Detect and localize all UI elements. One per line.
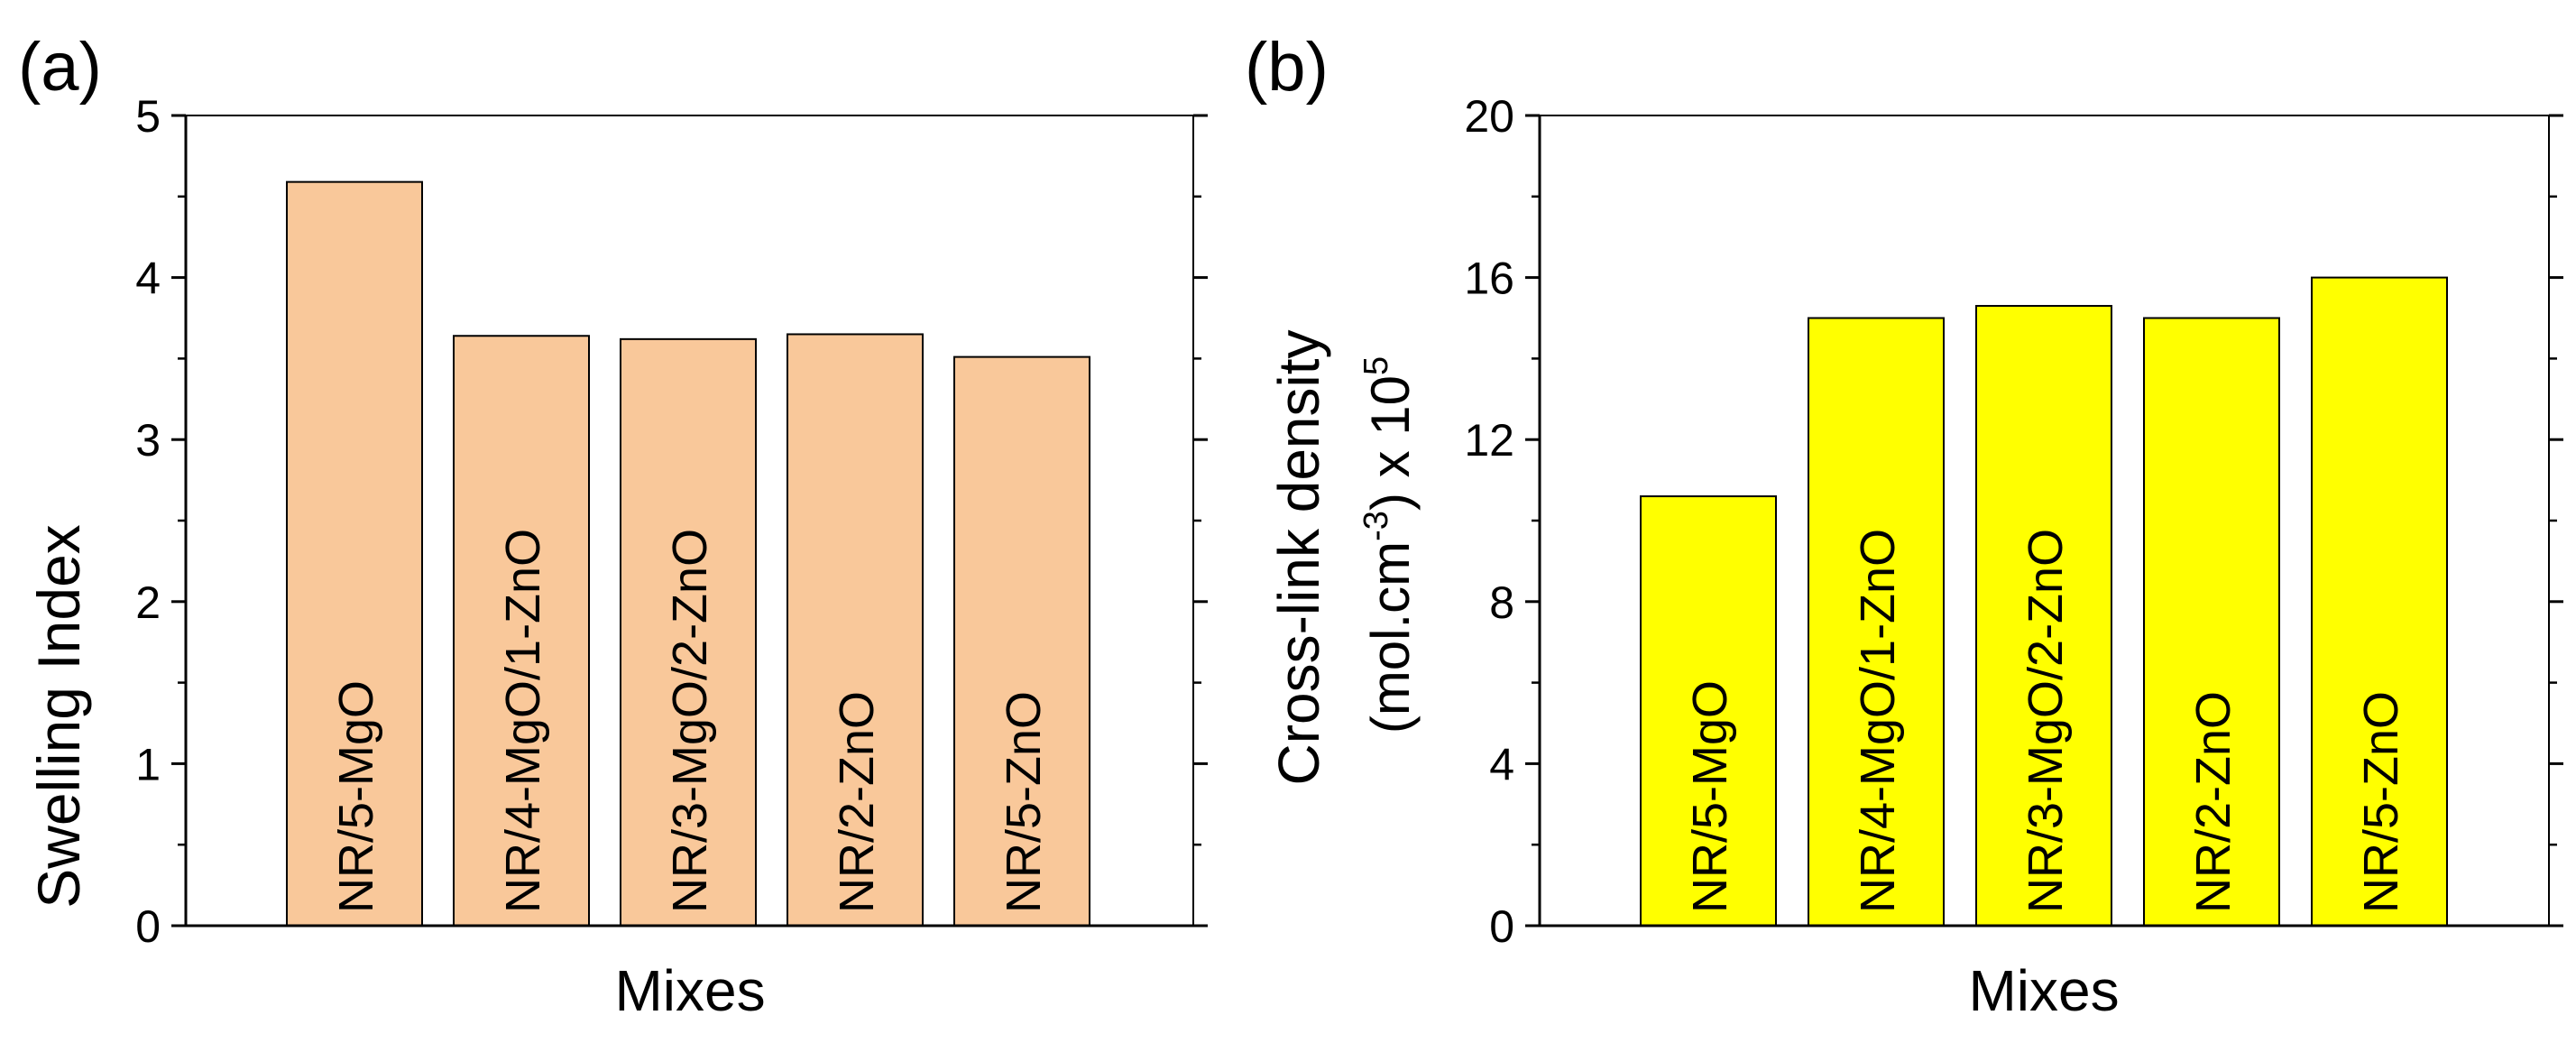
chart-panel-b: (b) Cross-link density (mol.cm-3) x 105 … xyxy=(1245,29,2563,1023)
bar-label-a-4: NR/2-ZnO xyxy=(830,691,884,913)
panel-label-a: (a) xyxy=(18,29,102,106)
y-tick-label-b-3: 12 xyxy=(1464,415,1514,466)
y-tick-label-a-3: 3 xyxy=(135,415,161,466)
bar-b-2 xyxy=(1808,317,1945,927)
y-tick-label-a-2: 2 xyxy=(135,577,161,628)
y-tick-label-b-0: 0 xyxy=(1489,901,1514,952)
x-axis-label-a: Mixes xyxy=(614,958,765,1023)
chart-panel-a: (a) Swelling Index Mixes NR/5-MgO NR/4-Mg… xyxy=(18,29,1208,1023)
bar-a-3 xyxy=(620,337,757,927)
bar-label-a-5: NR/5-ZnO xyxy=(997,691,1051,913)
y-label-b-sup1: -3 xyxy=(1357,511,1395,541)
bar-label-b-5: NR/5-ZnO xyxy=(2354,691,2408,913)
bar-label-a-1: NR/5-MgO xyxy=(329,680,383,913)
bar-b-3 xyxy=(1975,305,2112,927)
bar-label-a-3: NR/3-MgO/2-ZnO xyxy=(663,529,717,913)
bar-b-5 xyxy=(2311,276,2448,928)
bar-label-a-2: NR/4-MgO/1-ZnO xyxy=(496,529,550,913)
y-axis-label-a: Swelling Index xyxy=(25,524,92,909)
y-label-b-mid: ) x 10 xyxy=(1360,375,1421,511)
bar-label-b-1: NR/5-MgO xyxy=(1683,680,1737,913)
panel-label-b: (b) xyxy=(1245,29,1329,106)
x-axis-label-b: Mixes xyxy=(1968,958,2119,1023)
y-tick-label-a-1: 1 xyxy=(135,739,161,789)
bar-label-b-2: NR/4-MgO/1-ZnO xyxy=(1851,529,1905,913)
y-label-b-pre: (mol.cm xyxy=(1360,541,1421,734)
bar-label-b-3: NR/3-MgO/2-ZnO xyxy=(2019,529,2073,913)
y-tick-label-b-5: 20 xyxy=(1464,91,1514,142)
y-tick-label-a-5: 5 xyxy=(135,91,161,142)
y-tick-label-a-4: 4 xyxy=(135,254,161,304)
y-axis-label-b-line1: Cross-link density xyxy=(1266,329,1331,785)
y-tick-label-b-1: 4 xyxy=(1489,739,1514,789)
bar-a-1 xyxy=(286,180,423,928)
bar-b-4 xyxy=(2143,317,2280,927)
bar-a-4 xyxy=(787,333,924,927)
y-label-b-sup2: 5 xyxy=(1357,356,1395,375)
y-tick-label-a-0: 0 xyxy=(135,901,161,952)
bar-a-5 xyxy=(953,355,1090,927)
bar-b-1 xyxy=(1640,495,1777,927)
bar-a-2 xyxy=(453,335,590,928)
bar-label-b-4: NR/2-ZnO xyxy=(2186,691,2240,913)
y-tick-label-b-2: 8 xyxy=(1489,577,1514,628)
y-tick-label-b-4: 16 xyxy=(1464,254,1514,304)
y-axis-label-b-line2: (mol.cm-3) x 105 xyxy=(1357,356,1421,734)
